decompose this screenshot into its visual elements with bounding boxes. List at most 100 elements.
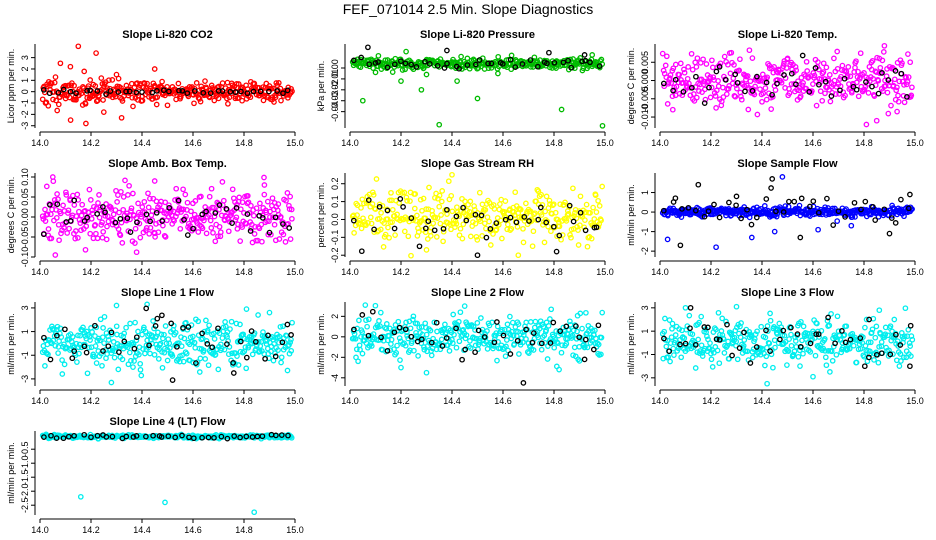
data-point (137, 234, 144, 241)
data-point (556, 366, 562, 373)
y-tick-label: -1 (640, 228, 650, 236)
y-tick-label: 3 (20, 305, 30, 310)
data-point (486, 218, 492, 225)
data-point (523, 336, 529, 342)
data-point (252, 338, 259, 345)
y-tick-label: 0 (20, 89, 30, 94)
x-tick-label: 14.4 (753, 138, 771, 148)
data-point (65, 210, 71, 216)
data-point (853, 58, 859, 65)
series-selected (40, 197, 293, 238)
data-point (211, 97, 218, 104)
data-point (158, 434, 165, 440)
data-point (682, 304, 689, 311)
y-axis-label: ml/min per min. (6, 442, 16, 504)
data-point (570, 56, 576, 62)
data-point (896, 78, 903, 85)
y-tick-label: 0.00 (20, 208, 30, 226)
data-point (716, 63, 723, 70)
data-point (792, 338, 799, 344)
data-point (444, 60, 450, 67)
data-point (402, 66, 408, 73)
data-point (550, 201, 557, 208)
data-point (523, 200, 529, 207)
data-point (195, 229, 202, 235)
data-point (286, 202, 292, 209)
data-point (474, 95, 481, 102)
data-point (570, 218, 577, 225)
data-point (253, 205, 260, 212)
data-point (679, 92, 686, 99)
x-tick-label: 14.4 (443, 138, 461, 148)
data-point (395, 318, 402, 325)
data-point (249, 351, 256, 358)
x-tick-label: 14.6 (804, 396, 822, 406)
data-point (571, 344, 578, 351)
data-point (834, 48, 841, 55)
data-point (747, 78, 754, 85)
data-point (815, 331, 822, 338)
data-point (538, 340, 545, 347)
data-point (257, 200, 263, 207)
y-tick-label: -1 (20, 99, 30, 107)
data-point (474, 237, 481, 243)
data-point (734, 356, 741, 363)
data-point (280, 231, 287, 238)
data-point (781, 72, 787, 78)
data-point (731, 62, 737, 68)
data-point (843, 206, 849, 212)
data-point (204, 327, 211, 334)
data-point (499, 61, 506, 67)
data-point (284, 87, 291, 94)
data-point (833, 351, 840, 358)
data-point (403, 194, 410, 201)
x-tick-label: 15.0 (286, 138, 304, 148)
data-point (356, 220, 363, 226)
data-point (681, 335, 688, 342)
data-point (422, 320, 429, 327)
data-point (569, 332, 576, 339)
data-point (222, 323, 229, 330)
data-point (123, 324, 129, 331)
data-point (169, 353, 176, 359)
data-point (220, 197, 227, 204)
panel-6: 14.0 14.2 14.4 14.6 14.8 15.0 -2 -1 0 1 Slope Samp… (626, 158, 924, 277)
data-point (449, 208, 456, 215)
data-point (356, 317, 362, 324)
y-tick-label: 1 (640, 190, 650, 195)
data-point (288, 332, 294, 338)
data-point (798, 318, 804, 325)
data-point (766, 340, 773, 347)
data-point (885, 110, 892, 117)
data-point (734, 79, 741, 86)
data-point (119, 356, 126, 363)
x-tick-label: 14.8 (235, 396, 253, 406)
data-point (837, 87, 843, 94)
data-point (192, 344, 199, 351)
data-point (234, 225, 241, 232)
data-point (689, 84, 695, 91)
data-point (507, 56, 514, 63)
data-point (835, 208, 842, 215)
data-point (809, 88, 815, 94)
data-point (814, 343, 821, 349)
data-point (253, 346, 259, 352)
data-point (521, 214, 528, 220)
data-point (478, 315, 484, 321)
data-point (69, 355, 76, 362)
data-point (764, 380, 770, 387)
data-point (100, 348, 106, 354)
x-tick-label: 14.4 (443, 267, 461, 277)
data-point (798, 195, 805, 202)
data-point (846, 345, 853, 352)
y-tick-label: 0.00 (330, 59, 340, 77)
data-point (511, 341, 518, 347)
data-point (668, 334, 675, 341)
data-point (414, 338, 421, 345)
data-point (216, 223, 223, 230)
data-point (799, 52, 806, 59)
data-point (407, 198, 413, 204)
data-point (905, 74, 912, 80)
x-tick-label: 14.6 (804, 138, 822, 148)
data-point (48, 235, 55, 242)
